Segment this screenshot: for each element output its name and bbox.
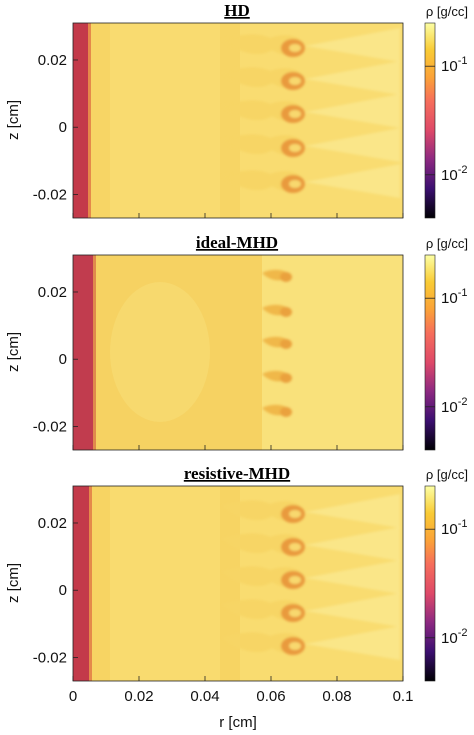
density-map <box>72 254 404 451</box>
panel-title: ideal-MHD <box>196 233 278 252</box>
y-axis-label: z [cm] <box>5 332 22 372</box>
light-band <box>110 486 220 681</box>
x-tick-label: 0.08 <box>322 688 351 705</box>
colorbar-label: ρ [g/cc] <box>426 467 468 482</box>
y-ticks: 0.02 0 -0.02 <box>33 52 78 203</box>
colorbar-tick-label: 10-2 <box>441 396 467 416</box>
y-tick-label: 0 <box>59 582 67 599</box>
x-tick-label: 0.1 <box>393 688 414 705</box>
y-tick-label: 0 <box>59 119 67 136</box>
plot-frame <box>72 22 404 219</box>
y-tick-label: -0.02 <box>33 186 67 203</box>
light-band <box>110 23 220 218</box>
mushroom-fingers <box>222 28 400 198</box>
panel-title: HD <box>224 1 250 20</box>
panel-title: resistive-MHD <box>184 464 290 483</box>
light-band <box>110 282 210 422</box>
y-tick-label: 0.02 <box>38 515 67 532</box>
colorbar: ρ [g/cc] 10-1 10-2 <box>424 467 468 682</box>
x-tick-label: 0 <box>69 688 77 705</box>
y-ticks: 0.02 0 -0.02 <box>33 515 78 666</box>
colorbar-label: ρ [g/cc] <box>426 236 468 251</box>
colorbar-tick-label: 10-2 <box>441 164 467 184</box>
panel-hd: HD 0.02 0 -0.02 z [cm] ρ [g/cc] 10-1 10-2 <box>5 1 468 219</box>
y-tick-label: -0.02 <box>33 418 67 435</box>
colorbar-tick-label: 10-1 <box>441 55 467 75</box>
density-map <box>72 22 404 219</box>
panel-ideal-mhd: ideal-MHD 0.02 0 -0.02 z [cm] ρ [g/cc] 10-… <box>5 233 468 451</box>
panel-resistive-mhd: resistive-MHD 0.02 0 -0.02 z [cm] ρ [g/cc]… <box>5 464 468 682</box>
dense-wall <box>73 255 93 450</box>
plot-frame <box>72 254 404 451</box>
shell-region <box>262 255 403 450</box>
density-map <box>72 485 404 682</box>
mushroom-fingers <box>262 269 292 417</box>
y-ticks: 0.02 0 -0.02 <box>33 284 78 435</box>
plot-frame <box>72 485 404 682</box>
colorbar-gradient <box>424 485 436 682</box>
wall-edge <box>89 486 92 681</box>
dense-wall <box>73 23 88 218</box>
x-tick-label: 0.06 <box>256 688 285 705</box>
x-tick-label: 0.04 <box>190 688 219 705</box>
wall-edge <box>93 255 96 450</box>
colorbar-gradient <box>424 254 436 451</box>
colorbar-label: ρ [g/cc] <box>426 4 468 19</box>
colorbar: ρ [g/cc] 10-1 10-2 <box>424 236 468 451</box>
y-axis-label: z [cm] <box>5 563 22 603</box>
colorbar-gradient <box>424 22 436 219</box>
x-axis-label: r [cm] <box>219 714 257 731</box>
y-tick-label: 0.02 <box>38 284 67 301</box>
dense-wall <box>73 486 89 681</box>
colorbar-tick-label: 10-2 <box>441 627 467 647</box>
y-tick-label: 0 <box>59 351 67 368</box>
y-tick-label: 0.02 <box>38 52 67 69</box>
wall-edge <box>88 23 91 218</box>
colorbar-tick-label: 10-1 <box>441 287 467 307</box>
x-ticks: 0 0.02 0.04 0.06 0.08 0.1 <box>69 213 414 705</box>
mushroom-fingers <box>222 494 400 660</box>
y-axis-label: z [cm] <box>5 100 22 140</box>
colorbar-tick-label: 10-1 <box>441 518 467 538</box>
y-tick-label: -0.02 <box>33 649 67 666</box>
colorbar: ρ [g/cc] 10-1 10-2 <box>424 4 468 219</box>
x-tick-label: 0.02 <box>124 688 153 705</box>
